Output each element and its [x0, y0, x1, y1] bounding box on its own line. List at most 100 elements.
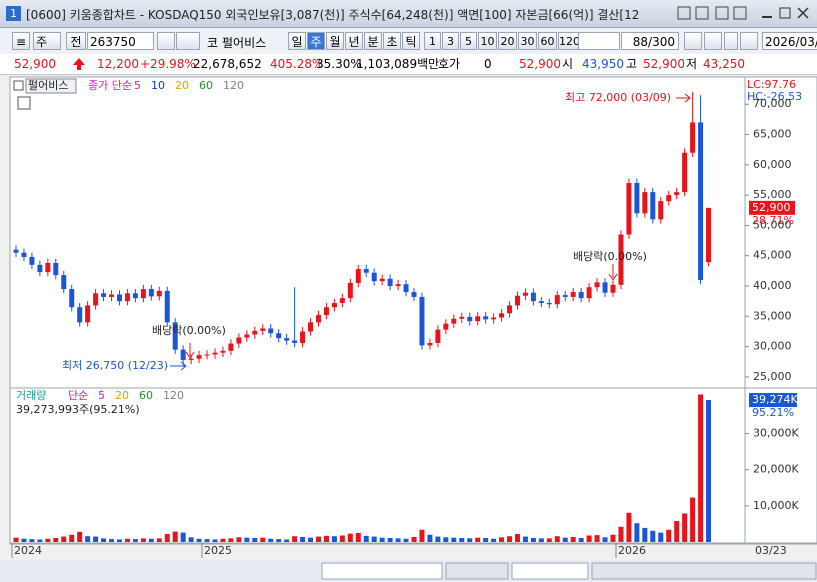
- volume-bar: [594, 535, 600, 542]
- interval-button[interactable]: 120: [558, 32, 580, 50]
- volume-bar: [172, 531, 178, 542]
- candle-body: [459, 316, 465, 319]
- min-arrow: [170, 361, 187, 371]
- interval-input[interactable]: [578, 32, 620, 50]
- menu-button[interactable]: ≡: [12, 32, 30, 50]
- period-button[interactable]: 분: [364, 32, 382, 50]
- volume-bar: [586, 535, 592, 542]
- interval-button[interactable]: 30: [518, 32, 537, 50]
- volume-bar: [371, 536, 377, 542]
- window-buttons[interactable]: [676, 5, 816, 23]
- button[interactable]: [733, 6, 747, 20]
- legend-period: 10: [151, 79, 165, 92]
- tool-button[interactable]: [704, 32, 722, 50]
- zoom-slider[interactable]: [511, 562, 589, 580]
- tool-button[interactable]: [740, 32, 758, 50]
- tool-button[interactable]: [684, 32, 702, 50]
- scrollbar-track[interactable]: [321, 562, 443, 580]
- period-button[interactable]: 틱: [402, 32, 420, 50]
- button[interactable]: [677, 6, 691, 20]
- volume-bar: [323, 535, 329, 542]
- change-pct: +29.98%: [140, 57, 196, 71]
- dividend-arrow: [608, 264, 618, 281]
- candle-body: [308, 322, 314, 332]
- date-input[interactable]: 2026/03/2: [762, 32, 817, 50]
- tool-button[interactable]: [724, 32, 738, 50]
- candle-body: [363, 269, 369, 273]
- interval-button[interactable]: 1: [424, 32, 441, 50]
- candle-body: [109, 294, 115, 297]
- candle-body: [260, 328, 266, 331]
- period-button[interactable]: 주: [307, 32, 325, 50]
- volume-bar: [244, 537, 250, 542]
- candle-body: [562, 295, 568, 297]
- scroll-buttons[interactable]: [445, 562, 509, 580]
- volume-bar: [339, 535, 345, 542]
- legend-period: 5: [134, 79, 141, 92]
- table-icon[interactable]: [17, 96, 31, 110]
- low-label: 저: [686, 57, 698, 71]
- candle-body: [77, 307, 83, 323]
- interval-button[interactable]: 5: [460, 32, 477, 50]
- code-input[interactable]: 263750: [87, 32, 154, 50]
- high-label: 고: [626, 57, 638, 71]
- candle-body: [626, 183, 632, 235]
- tool-button[interactable]: [176, 32, 200, 50]
- view-buttons[interactable]: [591, 562, 817, 580]
- y-tick-label: 45,000: [753, 249, 792, 262]
- button[interactable]: [715, 6, 729, 20]
- volume-bar: [451, 537, 457, 542]
- volume-bar: [626, 512, 632, 542]
- candle-body: [403, 284, 409, 293]
- candle-body: [379, 278, 385, 282]
- period-button[interactable]: 일: [288, 32, 306, 50]
- volume-bar: [101, 538, 107, 542]
- candle-body: [435, 329, 441, 343]
- period-button[interactable]: 월: [326, 32, 344, 50]
- candle-body: [634, 183, 640, 214]
- candle-body: [284, 338, 290, 341]
- candle-body: [220, 350, 226, 353]
- candle-body: [371, 272, 377, 282]
- y-tick-label: 25,000: [753, 370, 792, 383]
- volume-bar: [618, 526, 624, 542]
- interval-button[interactable]: 3: [442, 32, 459, 50]
- close[interactable]: [797, 7, 809, 19]
- volume-legend-period: 60: [139, 389, 153, 402]
- candle-body: [427, 342, 433, 346]
- volume-bar: [570, 536, 576, 542]
- volume-bar: [475, 537, 481, 542]
- volume-bar: [124, 538, 130, 542]
- candle-body: [387, 278, 393, 287]
- x-tick-label: 2024: [14, 544, 42, 557]
- candle-body: [355, 269, 361, 283]
- candle-body: [690, 122, 696, 153]
- max-arrow: [676, 93, 691, 103]
- candle-body: [323, 307, 329, 316]
- candle-body: [483, 316, 489, 320]
- candle-body: [132, 293, 138, 299]
- candle-body: [164, 290, 170, 323]
- tool-button[interactable]: [157, 32, 175, 50]
- maximize[interactable]: [779, 7, 791, 19]
- candle-body: [196, 355, 202, 359]
- volume-bar: [252, 538, 258, 542]
- range-select[interactable]: 전: [66, 32, 86, 50]
- period-type[interactable]: 주: [33, 32, 61, 50]
- period-button[interactable]: 초: [383, 32, 401, 50]
- candle-body: [698, 122, 704, 280]
- button[interactable]: [695, 6, 709, 20]
- interval-button[interactable]: 20: [498, 32, 517, 50]
- y-tick-label: 10,000K: [753, 499, 799, 512]
- volume-bar: [132, 539, 138, 542]
- volume-bar: [196, 538, 202, 542]
- volume-bar: [276, 539, 282, 542]
- candle-body: [292, 340, 298, 343]
- interval-button[interactable]: 60: [538, 32, 557, 50]
- candle-body: [101, 293, 107, 297]
- candle-body: [514, 295, 520, 306]
- period-button[interactable]: 년: [345, 32, 363, 50]
- candle-body: [300, 331, 306, 343]
- interval-button[interactable]: 10: [478, 32, 497, 50]
- candle-body: [116, 294, 122, 302]
